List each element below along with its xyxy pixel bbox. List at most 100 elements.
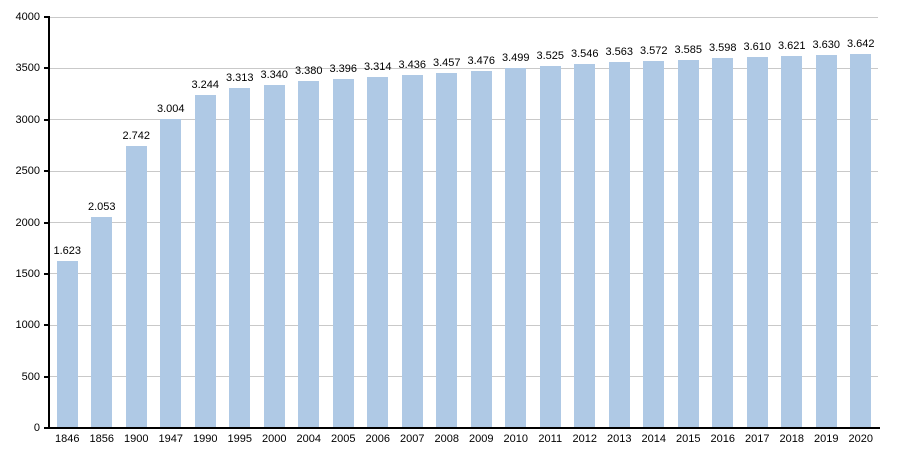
y-gridline bbox=[50, 16, 878, 18]
bar-value-label: 1.623 bbox=[53, 245, 82, 258]
bar-value-label: 3.380 bbox=[294, 64, 323, 77]
bar bbox=[56, 261, 78, 428]
bar-value-label: 3.499 bbox=[501, 52, 530, 65]
bar-value-label: 3.244 bbox=[191, 78, 220, 91]
y-gridline bbox=[50, 222, 878, 223]
bar-value-label: 3.563 bbox=[605, 45, 634, 58]
y-tick bbox=[44, 16, 50, 18]
y-tick bbox=[44, 67, 50, 70]
bar bbox=[712, 58, 734, 428]
y-tick-label: 1500 bbox=[15, 267, 40, 280]
bar-value-label: 3.642 bbox=[846, 37, 875, 50]
x-tick-label: 1995 bbox=[227, 433, 252, 445]
bar bbox=[850, 53, 872, 428]
bar-value-label: 3.630 bbox=[812, 39, 841, 52]
bar-value-label: 2.742 bbox=[122, 130, 151, 143]
x-tick-label: 2005 bbox=[331, 433, 356, 445]
x-tick-label: 2020 bbox=[848, 433, 873, 445]
y-tick-label: 2500 bbox=[15, 165, 40, 178]
x-tick-label: 2017 bbox=[745, 433, 770, 445]
x-tick-label: 1947 bbox=[158, 433, 183, 445]
bar bbox=[401, 74, 423, 428]
y-tick-label: 2000 bbox=[15, 216, 40, 229]
bar-value-label: 3.585 bbox=[674, 43, 703, 56]
bar bbox=[298, 80, 320, 428]
bar bbox=[815, 55, 837, 428]
y-tick bbox=[44, 272, 50, 275]
bar-value-label: 3.598 bbox=[708, 42, 737, 55]
bar bbox=[539, 65, 561, 428]
bar bbox=[332, 79, 354, 428]
y-gridline bbox=[50, 324, 878, 326]
x-tick-label: 1990 bbox=[193, 433, 218, 445]
x-tick-label: 1846 bbox=[55, 433, 80, 445]
bar-value-label: 3.436 bbox=[398, 58, 427, 71]
y-gridline bbox=[50, 170, 878, 172]
y-tick bbox=[44, 118, 50, 121]
y-gridline bbox=[50, 376, 878, 378]
bar-value-label: 3.610 bbox=[743, 41, 772, 54]
x-tick-label: 2018 bbox=[779, 433, 804, 445]
x-tick-label: 2013 bbox=[607, 433, 632, 445]
x-tick-label: 2016 bbox=[710, 433, 735, 445]
y-tick bbox=[44, 221, 50, 224]
y-tick-label: 4000 bbox=[15, 11, 40, 23]
x-tick-label: 2007 bbox=[400, 433, 425, 445]
y-gridline bbox=[50, 67, 878, 69]
y-gridline bbox=[50, 273, 878, 275]
bar bbox=[608, 61, 630, 428]
bar-value-label: 3.004 bbox=[156, 103, 185, 116]
bar bbox=[470, 70, 492, 428]
bar bbox=[643, 60, 665, 428]
x-tick-label: 2006 bbox=[365, 433, 390, 445]
x-tick-label: 2015 bbox=[676, 433, 701, 445]
bar-value-label: 3.621 bbox=[777, 39, 806, 52]
x-tick-label: 2011 bbox=[538, 433, 563, 445]
x-tick-label: 2008 bbox=[434, 433, 459, 445]
y-tick bbox=[44, 324, 50, 327]
bar-value-label: 3.572 bbox=[639, 44, 668, 57]
x-axis-line bbox=[48, 427, 880, 429]
bar bbox=[367, 77, 389, 428]
bar-value-label: 3.314 bbox=[363, 61, 392, 74]
bar bbox=[194, 94, 216, 428]
x-tick-label: 2004 bbox=[296, 433, 321, 445]
bar-value-label: 3.396 bbox=[329, 63, 358, 76]
y-tick-label: 1000 bbox=[15, 319, 40, 332]
x-tick-label: 1856 bbox=[89, 433, 114, 445]
y-tick-label: 3000 bbox=[15, 113, 40, 126]
x-tick-label: 2010 bbox=[503, 433, 528, 445]
x-tick-label: 2012 bbox=[572, 433, 597, 445]
bar-value-label: 3.457 bbox=[432, 56, 461, 69]
x-tick-label: 2000 bbox=[262, 433, 287, 445]
y-axis-line bbox=[48, 16, 50, 429]
bar bbox=[574, 63, 596, 428]
bar-value-label: 3.546 bbox=[570, 47, 599, 60]
bar-value-label: 3.476 bbox=[467, 54, 496, 67]
y-tick-label: 3500 bbox=[15, 62, 40, 75]
y-tick bbox=[44, 170, 50, 173]
bar bbox=[125, 146, 147, 428]
y-tick bbox=[44, 427, 50, 429]
y-gridline bbox=[50, 119, 878, 121]
x-tick-label: 2014 bbox=[641, 433, 666, 445]
bar bbox=[91, 217, 113, 428]
bar bbox=[746, 57, 768, 428]
y-tick bbox=[44, 375, 50, 378]
x-tick-label: 2019 bbox=[814, 433, 839, 445]
bar bbox=[677, 59, 699, 428]
x-tick-label: 2009 bbox=[469, 433, 494, 445]
x-tick-label: 1900 bbox=[124, 433, 149, 445]
bar bbox=[160, 119, 182, 428]
bar bbox=[263, 84, 285, 428]
bar-value-label: 3.340 bbox=[260, 68, 289, 81]
bar bbox=[229, 87, 251, 428]
y-tick-label: 0 bbox=[33, 422, 40, 434]
bar-value-label: 2.053 bbox=[87, 201, 116, 214]
bar bbox=[781, 55, 803, 428]
bar bbox=[436, 72, 458, 428]
bar-value-label: 3.525 bbox=[536, 49, 565, 62]
y-tick-label: 500 bbox=[21, 370, 40, 383]
bar bbox=[505, 68, 527, 428]
